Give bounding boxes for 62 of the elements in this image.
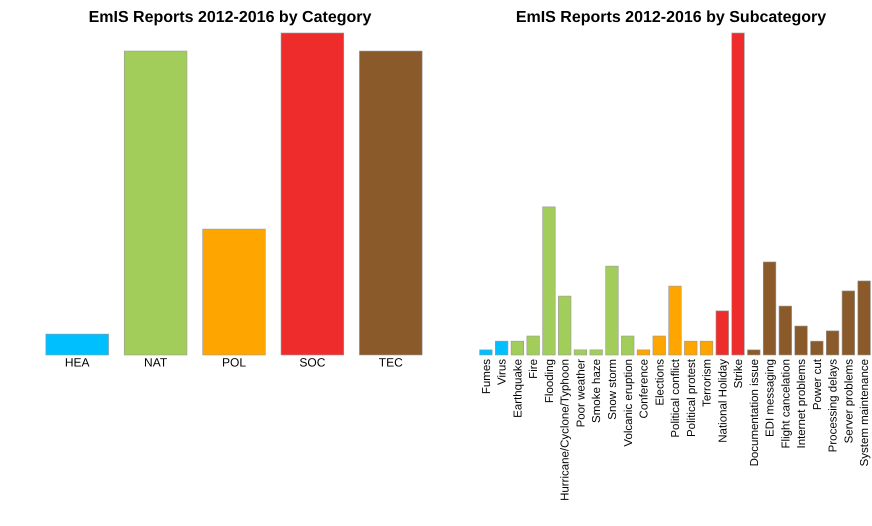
bar bbox=[526, 336, 540, 356]
x-tick-label: Strike bbox=[733, 359, 746, 388]
x-tick-label: Server problems bbox=[843, 358, 856, 444]
bar bbox=[747, 350, 760, 356]
x-tick-label: Fire bbox=[528, 359, 540, 379]
bar bbox=[590, 350, 603, 356]
bar bbox=[700, 340, 714, 356]
x-tick-label: Volcanic eruption bbox=[622, 359, 635, 447]
x-tick-label: Flooding bbox=[544, 359, 556, 404]
x-tick-label: Snow storm bbox=[606, 359, 619, 420]
bar bbox=[762, 262, 776, 356]
x-tick-label: Elections bbox=[654, 358, 666, 406]
x-tick-label: National Holiday bbox=[717, 358, 730, 443]
x-tick-label: Conference bbox=[638, 359, 651, 418]
bar bbox=[684, 340, 698, 356]
bar bbox=[858, 280, 871, 356]
x-tick-label: Fumes bbox=[480, 358, 493, 394]
x-tick-label: HEA bbox=[64, 356, 90, 370]
bar bbox=[202, 228, 266, 356]
x-tick-label: Poor weather bbox=[575, 358, 588, 428]
bar bbox=[826, 330, 840, 356]
bar bbox=[636, 350, 650, 356]
chart-title: EmIS Reports 2012-2016 by Subcategory bbox=[516, 9, 826, 26]
x-tick-label: TEC bbox=[378, 356, 404, 370]
x-tick-label: Flight cancelation bbox=[780, 359, 792, 448]
x-tick-label: Political conflict bbox=[670, 358, 682, 438]
x-tick-label: Hurricane/Cyclone/Typhoon bbox=[560, 359, 572, 501]
bar bbox=[716, 310, 729, 356]
bar bbox=[731, 32, 745, 356]
bar bbox=[778, 306, 792, 356]
bar bbox=[574, 350, 588, 356]
bar bbox=[542, 206, 556, 356]
x-tick-label: Political protest bbox=[686, 358, 698, 437]
bar bbox=[810, 340, 824, 356]
x-tick-label: Smoke haze bbox=[591, 359, 604, 423]
bar bbox=[842, 290, 855, 356]
chart-title: EmIS Reports 2012-2016 by Category bbox=[88, 9, 372, 26]
bar bbox=[621, 336, 634, 356]
bar bbox=[124, 50, 188, 356]
bar bbox=[495, 340, 508, 356]
x-tick-label: Earthquake bbox=[512, 359, 524, 418]
bar bbox=[605, 266, 619, 356]
bar bbox=[794, 326, 808, 356]
bar bbox=[479, 350, 492, 356]
bar bbox=[668, 286, 682, 356]
bar bbox=[510, 340, 524, 356]
x-tick-label: Terrorism bbox=[702, 359, 714, 407]
bar bbox=[558, 296, 572, 356]
bar bbox=[280, 32, 344, 356]
x-tick-label: EDI messaging bbox=[764, 359, 777, 437]
x-tick-label: Processing delays bbox=[828, 358, 840, 452]
x-tick-label: POL bbox=[222, 356, 246, 370]
x-tick-label: Documentation issue bbox=[748, 359, 761, 466]
x-tick-label: Power cut bbox=[812, 358, 824, 410]
x-tick-label: Virus bbox=[496, 358, 509, 385]
x-tick-label: System maintenance bbox=[859, 359, 872, 466]
x-tick-label: NAT bbox=[144, 356, 168, 370]
x-tick-label: Internet problems bbox=[796, 358, 808, 448]
bar bbox=[359, 50, 422, 356]
bar bbox=[46, 334, 109, 356]
bar bbox=[652, 336, 666, 356]
x-tick-label: SOC bbox=[299, 356, 326, 370]
